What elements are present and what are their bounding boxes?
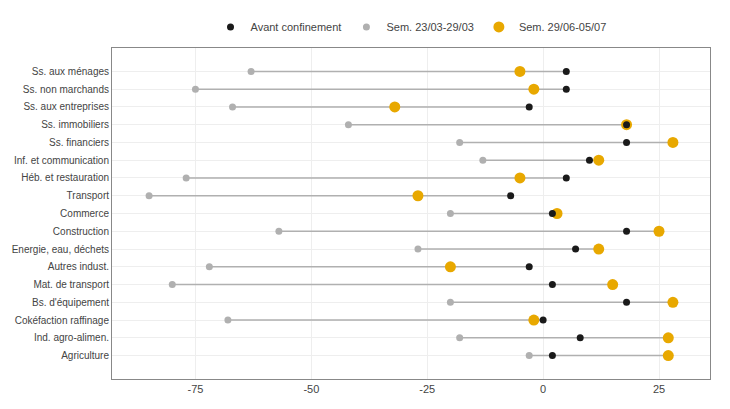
svg-text:Ind. agro-alimen.: Ind. agro-alimen. [34,332,109,343]
svg-text:Transport: Transport [67,190,110,201]
svg-text:Ss. non marchands: Ss. non marchands [23,84,109,95]
svg-text:Ss. financiers: Ss. financiers [49,137,109,148]
svg-text:Sem. 29/06-05/07: Sem. 29/06-05/07 [519,21,606,33]
svg-text:Héb. et restauration: Héb. et restauration [21,172,109,183]
svg-text:Sem. 23/03-29/03: Sem. 23/03-29/03 [386,21,473,33]
svg-text:Ss. aux entreprises: Ss. aux entreprises [23,101,109,112]
svg-text:Commerce: Commerce [60,208,109,219]
svg-text:-75: -75 [187,383,203,395]
svg-text:Ss. aux ménages: Ss. aux ménages [32,66,109,77]
svg-text:-25: -25 [419,383,435,395]
svg-text:Cokéfaction raffinage: Cokéfaction raffinage [15,315,110,326]
svg-text:0: 0 [540,383,546,395]
svg-text:Mat. de transport: Mat. de transport [33,279,109,290]
svg-text:Inf. et communication: Inf. et communication [14,155,109,166]
svg-text:-50: -50 [303,383,319,395]
svg-text:25: 25 [653,383,665,395]
svg-text:Ss. immobiliers: Ss. immobiliers [41,119,109,130]
svg-text:Bs. d'équipement: Bs. d'équipement [32,297,109,308]
svg-text:Avant confinement: Avant confinement [251,21,342,33]
svg-text:Energie, eau, déchets: Energie, eau, déchets [12,244,109,255]
svg-text:Autres indust.: Autres indust. [48,261,109,272]
svg-text:Construction: Construction [53,226,109,237]
svg-text:Agriculture: Agriculture [61,350,109,361]
